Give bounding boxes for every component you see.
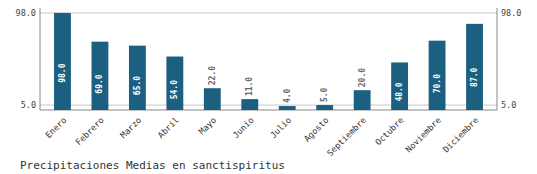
y2-axis-line	[497, 8, 498, 110]
bar	[316, 105, 333, 110]
data-label: 70.0	[433, 74, 442, 93]
bar	[354, 90, 371, 110]
x-tick-label: Diciembre	[441, 115, 481, 155]
bar	[204, 88, 221, 110]
x-tick-label: Agosto	[302, 115, 331, 144]
x-tick-label: Junio	[231, 115, 256, 140]
grid-line	[40, 12, 497, 13]
x-tick-label: Septiembre	[325, 115, 368, 158]
y-tick-label: 5.0	[21, 100, 36, 110]
bar	[129, 46, 146, 110]
x-axis-line	[40, 110, 497, 111]
bars	[54, 13, 483, 110]
data-label: 87.0	[470, 67, 479, 86]
chart: 98.0 69.0 65.0 54.0 22.0 11.0 4.0 5.0 20.0 48.0 70…	[0, 0, 537, 174]
x-tick-label: Noviembre	[403, 115, 443, 155]
data-labels: 98.0 69.0 65.0 54.0 22.0 11.0 4.0 5.0 20.0 48.0 70…	[58, 63, 479, 103]
data-label: 54.0	[170, 80, 179, 99]
x-tick-label: Octubre	[373, 115, 405, 147]
data-label: 11.0	[245, 77, 254, 96]
data-label: 20.0	[358, 68, 367, 87]
y2-tick-label: 5.0	[501, 100, 516, 110]
y-tick-label: 98.0	[16, 8, 36, 18]
x-tick-label: Mayo	[197, 115, 219, 137]
bar	[166, 57, 183, 110]
x-tick-label: Febrero	[73, 115, 105, 147]
data-label: 48.0	[395, 82, 404, 101]
bar	[391, 62, 408, 110]
bar	[466, 24, 483, 110]
data-label: 98.0	[58, 63, 67, 82]
bar	[429, 41, 446, 110]
data-label: 5.0	[320, 87, 329, 102]
y2-tick-label: 98.0	[501, 8, 521, 18]
bar	[54, 13, 71, 110]
data-label: 69.0	[95, 74, 104, 93]
data-label: 4.0	[283, 88, 292, 103]
title: Precipitaciones Medias en sanctispiritus	[20, 159, 285, 172]
grid-line	[40, 105, 497, 106]
bar	[241, 99, 258, 110]
x-tick-label: Julio	[268, 115, 293, 140]
chart-container: 98.0 69.0 65.0 54.0 22.0 11.0 4.0 5.0 20.0 48.0 70…	[0, 0, 537, 174]
y-axis-line	[40, 8, 41, 110]
x-tick-label: Enero	[43, 115, 68, 140]
data-label: 22.0	[208, 66, 217, 85]
data-label: 65.0	[133, 76, 142, 95]
x-tick-label: Abril	[156, 115, 181, 140]
bar	[279, 106, 296, 110]
x-tick-label: Marzo	[118, 115, 143, 140]
bar	[92, 42, 109, 110]
